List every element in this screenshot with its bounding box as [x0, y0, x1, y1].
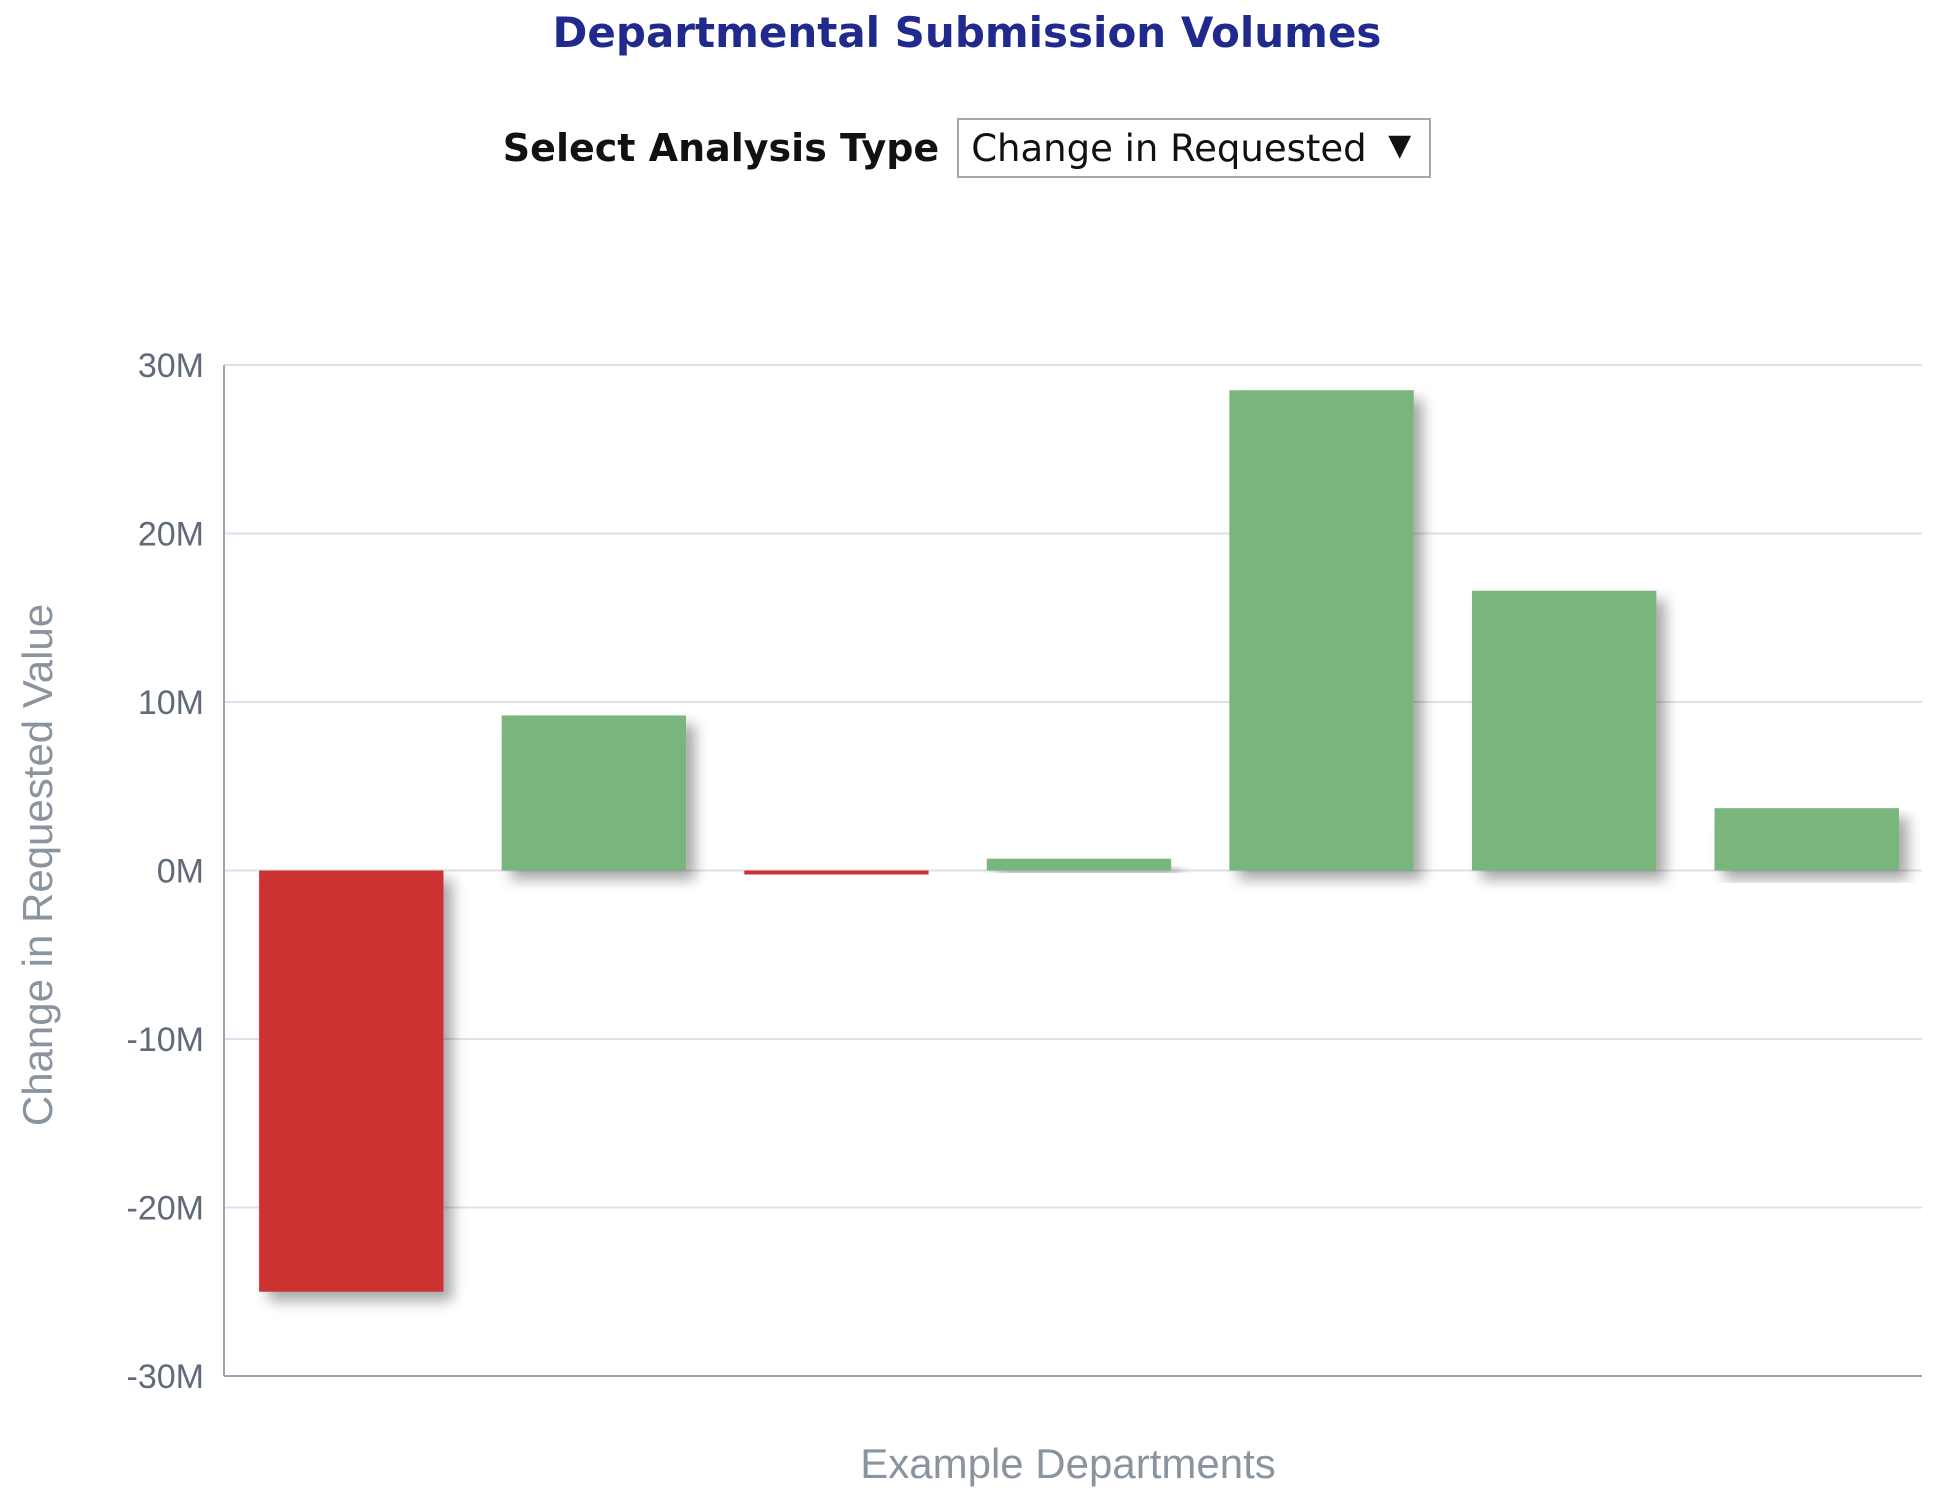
analysis-type-selector-row: Select Analysis Type Change in Requested… — [0, 118, 1934, 178]
y-tick-label: -30M — [127, 1358, 204, 1396]
y-tick-label: 30M — [138, 347, 204, 385]
bar[interactable] — [1714, 808, 1899, 871]
page-title: Departmental Submission Volumes — [552, 8, 1382, 57]
bar[interactable] — [501, 715, 687, 871]
grid-lines — [224, 364, 1922, 1209]
bar[interactable] — [1229, 390, 1414, 871]
y-tick-label: -20M — [127, 1190, 204, 1228]
x-axis-title: Example Departments — [860, 1440, 1276, 1487]
bar[interactable] — [744, 870, 929, 875]
bar[interactable] — [986, 858, 1172, 871]
analysis-type-selected-value: Change in Requested — [971, 126, 1367, 170]
y-tick-label: 20M — [138, 516, 204, 554]
analysis-type-label: Select Analysis Type — [502, 126, 940, 170]
chevron-down-icon: ▼ — [1388, 128, 1412, 163]
analysis-type-dropdown[interactable]: Change in Requested ▼ — [957, 118, 1432, 178]
bar[interactable] — [259, 870, 444, 1292]
y-axis-ticks: 30M 20M 10M 0M -10M -20M -30M — [127, 347, 204, 1396]
y-tick-label: 0M — [157, 853, 204, 891]
y-axis-title: Change in Requested Value — [14, 604, 61, 1126]
y-tick-label: 10M — [138, 684, 204, 722]
bar[interactable] — [1471, 590, 1657, 871]
bars — [259, 390, 1899, 1292]
y-tick-label: -10M — [127, 1021, 204, 1059]
